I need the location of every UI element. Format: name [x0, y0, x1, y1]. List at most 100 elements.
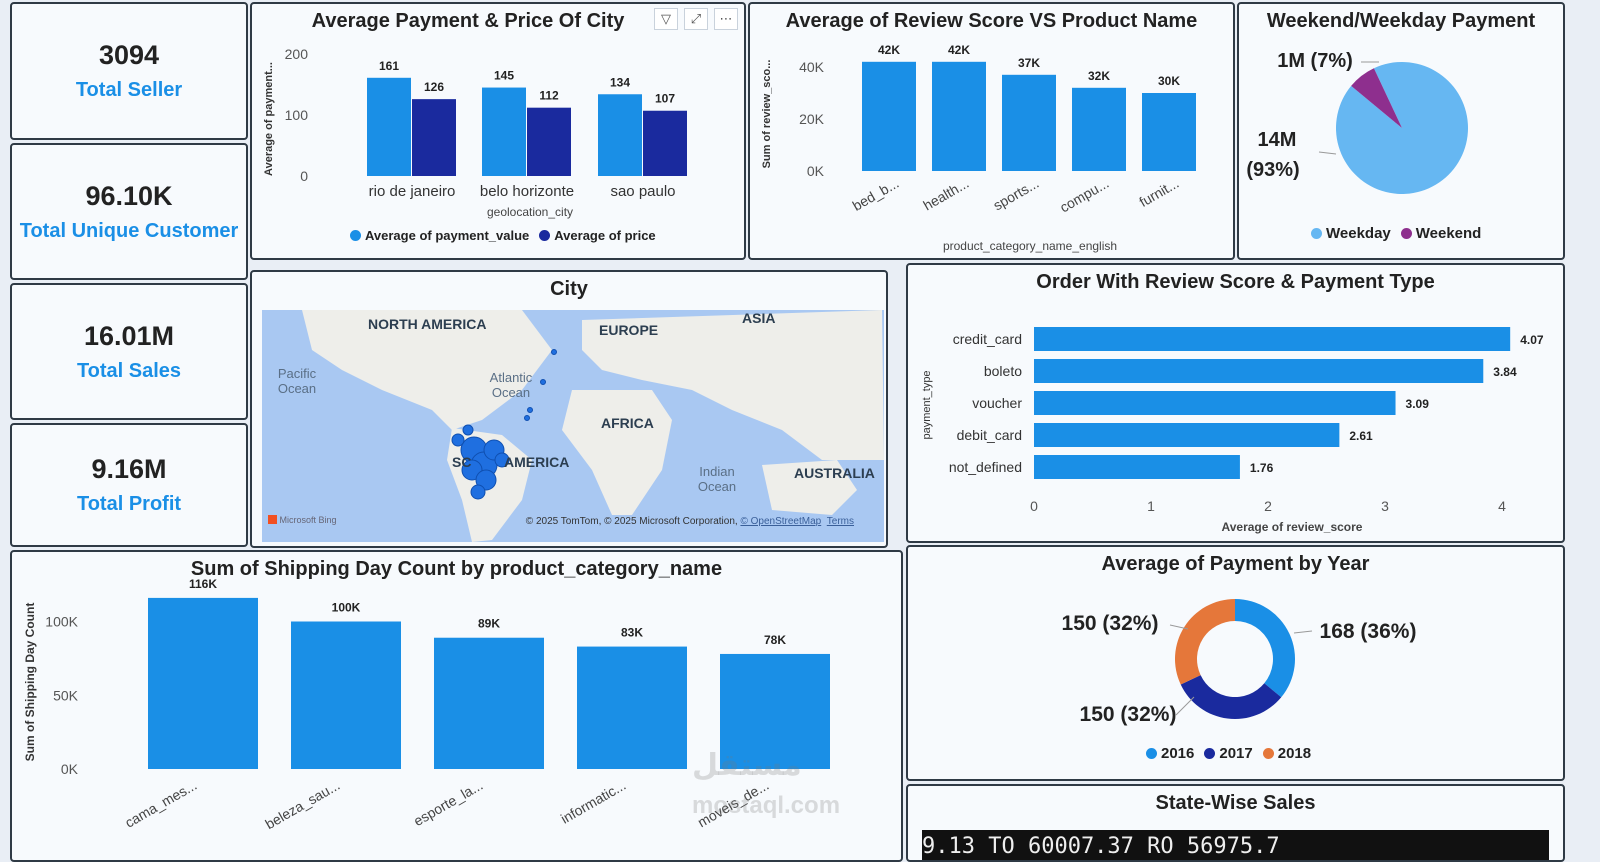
kpi-label: Total Profit	[76, 493, 182, 515]
y-tick-label: not_defined	[949, 459, 1022, 475]
legend-label: Average of payment_value	[365, 228, 530, 243]
data-label: 14M	[1258, 129, 1297, 151]
kpi-label: Total Unique Customer	[19, 219, 239, 242]
x-tick-label: 1	[1147, 498, 1155, 514]
bar	[1034, 359, 1484, 383]
leader-line	[1169, 624, 1189, 630]
bar	[434, 637, 544, 769]
legend-label: Weekend	[1415, 225, 1482, 242]
legend-label: 2016	[1161, 745, 1195, 762]
bar	[1142, 93, 1196, 171]
terms-link[interactable]: Terms	[826, 516, 854, 527]
data-label: 2.61	[1349, 429, 1373, 443]
legend-item-2016[interactable]: 2016	[1146, 745, 1194, 762]
x-tick-label: 2	[1264, 498, 1272, 514]
chart-card-payment-year[interactable]: Average of Payment by Year 168 (36%) 150 …	[906, 545, 1565, 781]
chart-shipping-days: 0K 50K 100K Sum of Shipping Day Count 116K ca…	[23, 577, 830, 833]
bar	[482, 87, 526, 176]
kpi-card-total-sales[interactable]: 16.01M Total Sales	[10, 283, 248, 420]
data-label: 3.84	[1493, 365, 1517, 379]
x-tick-label: beleza_sau...	[262, 777, 342, 833]
kpi-value: 3094	[98, 40, 160, 70]
bar	[527, 107, 571, 176]
chart-title: Average of Payment by Year	[1101, 553, 1370, 575]
focus-mode-icon[interactable]: ⤢	[684, 8, 708, 30]
chart-card-payment-price-city[interactable]: Average Payment & Price Of City ▽ ⤢ ⋯ 0 1…	[250, 2, 746, 260]
watermark-url: mostaql.com	[692, 792, 841, 819]
x-tick-label: 0	[1030, 498, 1038, 514]
kpi-card-total-profit[interactable]: 9.16M Total Profit	[10, 423, 248, 547]
world-map[interactable]: NORTH AMERICA EUROPE ASIA AFRICA SC AMER…	[262, 310, 884, 542]
y-axis-label: Average of payment...	[263, 62, 275, 176]
data-label: 89K	[478, 617, 500, 631]
donut-slice	[1175, 599, 1235, 685]
legend-item-2018[interactable]: 2018	[1262, 745, 1312, 762]
data-label: 134	[610, 75, 630, 89]
pie-slice	[1336, 62, 1468, 195]
data-label: 42K	[948, 43, 970, 57]
data-label: 32K	[1088, 69, 1110, 83]
table-card-state-sales[interactable]: State-Wise Sales 9.13 TO 60007.37 RO 569…	[906, 784, 1565, 862]
x-tick-label: bed_b...	[850, 175, 902, 214]
chart-title: Order With Review Score & Payment Type	[1036, 271, 1435, 293]
chart-card-review-product[interactable]: Average of Review Score VS Product Name …	[748, 2, 1235, 260]
data-label: 78K	[764, 633, 786, 647]
chart-legend: Average of payment_value Average of pric…	[350, 228, 656, 243]
legend-item-payment[interactable]: Average of payment_value	[350, 228, 529, 243]
bar	[1034, 423, 1340, 447]
map-landmasses	[302, 310, 884, 542]
visual-toolbar: ▽ ⤢ ⋯	[654, 8, 738, 30]
map-label-europe: EUROPE	[599, 322, 659, 338]
chart-payment-year-donut: 168 (36%) 150 (32%) 150 (32%)	[1062, 599, 1416, 726]
legend-item-price[interactable]: Average of price	[539, 228, 656, 243]
legend-label: Average of price	[554, 228, 656, 243]
map-card-city[interactable]: City NORTH AMERICA EUROPE ASIA AFRICA SC…	[250, 270, 888, 548]
filter-icon[interactable]: ▽	[654, 8, 678, 30]
y-tick-label: credit_card	[953, 331, 1022, 347]
more-options-icon[interactable]: ⋯	[714, 8, 738, 30]
data-label: 37K	[1018, 56, 1040, 70]
map-label-america: AMERICA	[504, 454, 570, 470]
data-label: 107	[655, 92, 675, 106]
legend-item-2017[interactable]: 2017	[1204, 745, 1253, 762]
chart-card-weekend-weekday[interactable]: Weekend/Weekday Payment 1M (7%) 14M (93%) …	[1237, 2, 1565, 260]
watermark-arabic: مستقل	[692, 749, 802, 782]
data-label: 83K	[621, 626, 643, 640]
legend-item-weekday[interactable]: Weekday	[1311, 225, 1391, 242]
x-tick-label: cama_mes...	[122, 777, 199, 831]
y-tick-label: voucher	[972, 395, 1022, 411]
map-label-atlantic: Atlantic Ocean	[489, 370, 533, 400]
data-label: 100K	[332, 601, 361, 615]
kpi-label: Total Sales	[76, 359, 182, 382]
legend-item-weekend[interactable]: Weekend	[1400, 225, 1482, 242]
kpi-value: 96.10K	[85, 180, 173, 211]
map-title: City	[550, 278, 588, 300]
x-tick-label: 4	[1498, 498, 1506, 514]
x-tick-label: rio de janeiro	[369, 183, 456, 200]
kpi-card-total-seller[interactable]: 3094 Total Seller	[10, 2, 248, 140]
osm-link[interactable]: © OpenStreetMap	[740, 516, 822, 527]
bar	[720, 653, 830, 769]
bar	[932, 61, 986, 171]
chart-review-payment-type: credit_card 4.07 boleto 3.84 voucher 3.09 debi…	[921, 327, 1544, 534]
state-sales-row: 9.13 TO 60007.37 RO 56975.7	[922, 830, 1549, 860]
x-tick-label: compu...	[1057, 175, 1112, 216]
x-tick-label: furnit...	[1136, 175, 1181, 210]
chart-review-product: 0K 20K 40K Sum of review_sco... 42K bed_b... 4…	[761, 43, 1196, 253]
map-label-asia: ASIA	[742, 310, 776, 326]
y-tick-label: debit_card	[957, 427, 1022, 443]
data-label: 116K	[189, 577, 217, 591]
kpi-card-unique-customer[interactable]: 96.10K Total Unique Customer	[10, 143, 248, 280]
kpi-value: 9.16M	[91, 454, 167, 484]
y-tick-label: 50K	[53, 687, 79, 703]
data-label: 126	[424, 80, 444, 94]
legend-label: 2018	[1277, 745, 1312, 762]
map-label-australia: AUSTRALIA	[794, 465, 875, 481]
data-label: 1M (7%)	[1277, 50, 1353, 72]
chart-card-shipping-days[interactable]: Sum of Shipping Day Count by product_cat…	[10, 550, 903, 862]
x-tick-label: belo horizonte	[480, 183, 574, 200]
chart-card-review-payment-type[interactable]: Order With Review Score & Payment Type c…	[906, 263, 1565, 543]
kpi-value: 16.01M	[83, 320, 175, 351]
data-label: 4.07	[1520, 333, 1544, 347]
bar	[862, 61, 916, 171]
